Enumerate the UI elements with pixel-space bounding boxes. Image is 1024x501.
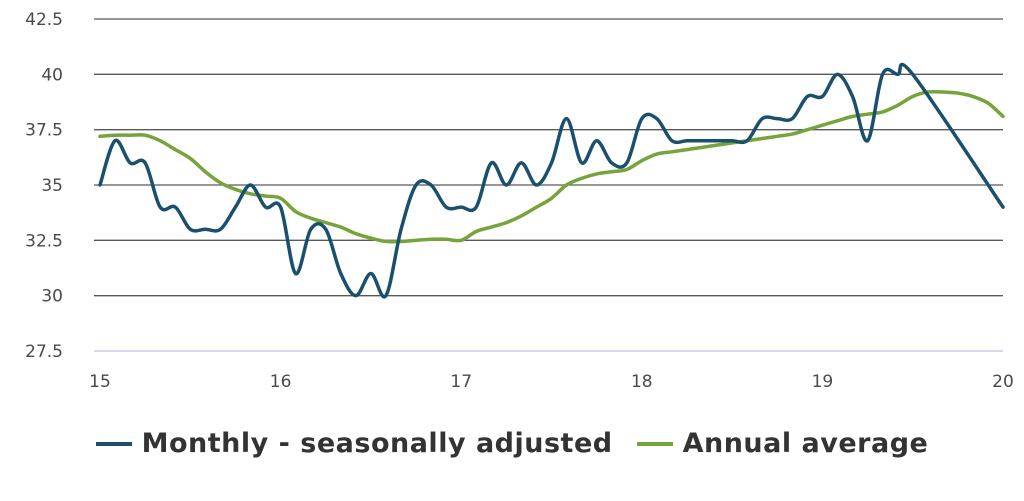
legend-label-annual: Annual average: [682, 428, 929, 459]
x-tick-label: 20: [992, 372, 1014, 392]
x-tick-label: 19: [812, 372, 834, 392]
y-tick-label: 27.5: [25, 342, 63, 362]
line-chart: 27.5 30 32.5 35 37.5 40 42.5 15 16 17 18 19 20: [25, 10, 1014, 392]
series-line-annual: [98, 89, 1005, 244]
x-tick-label: 17: [450, 372, 472, 392]
series-line-monthly: [98, 62, 1005, 299]
legend-item-monthly: Monthly - seasonally adjusted: [95, 428, 613, 459]
legend-swatch-monthly: [95, 441, 132, 446]
x-tick-label: 16: [270, 372, 292, 392]
y-tick-label: 32.5: [25, 231, 63, 251]
y-tick-label: 30: [41, 287, 63, 307]
y-tick-label: 35: [41, 176, 63, 196]
x-axis-ticks: 15 16 17 18 19 20: [89, 372, 1014, 392]
series-lines: [98, 62, 1005, 299]
legend-swatch-annual: [636, 441, 673, 446]
x-tick-label: 18: [631, 372, 653, 392]
x-tick-label: 15: [89, 372, 111, 392]
legend-label-monthly: Monthly - seasonally adjusted: [141, 428, 613, 459]
y-tick-label: 42.5: [25, 10, 63, 30]
y-tick-label: 40: [41, 65, 63, 85]
gridlines: [94, 18, 1003, 352]
legend-item-annual: Annual average: [636, 428, 929, 459]
y-tick-label: 37.5: [25, 121, 63, 141]
y-axis-ticks: 27.5 30 32.5 35 37.5 40 42.5: [25, 10, 63, 362]
legend: Monthly - seasonally adjusted Annual ave…: [0, 428, 1024, 459]
